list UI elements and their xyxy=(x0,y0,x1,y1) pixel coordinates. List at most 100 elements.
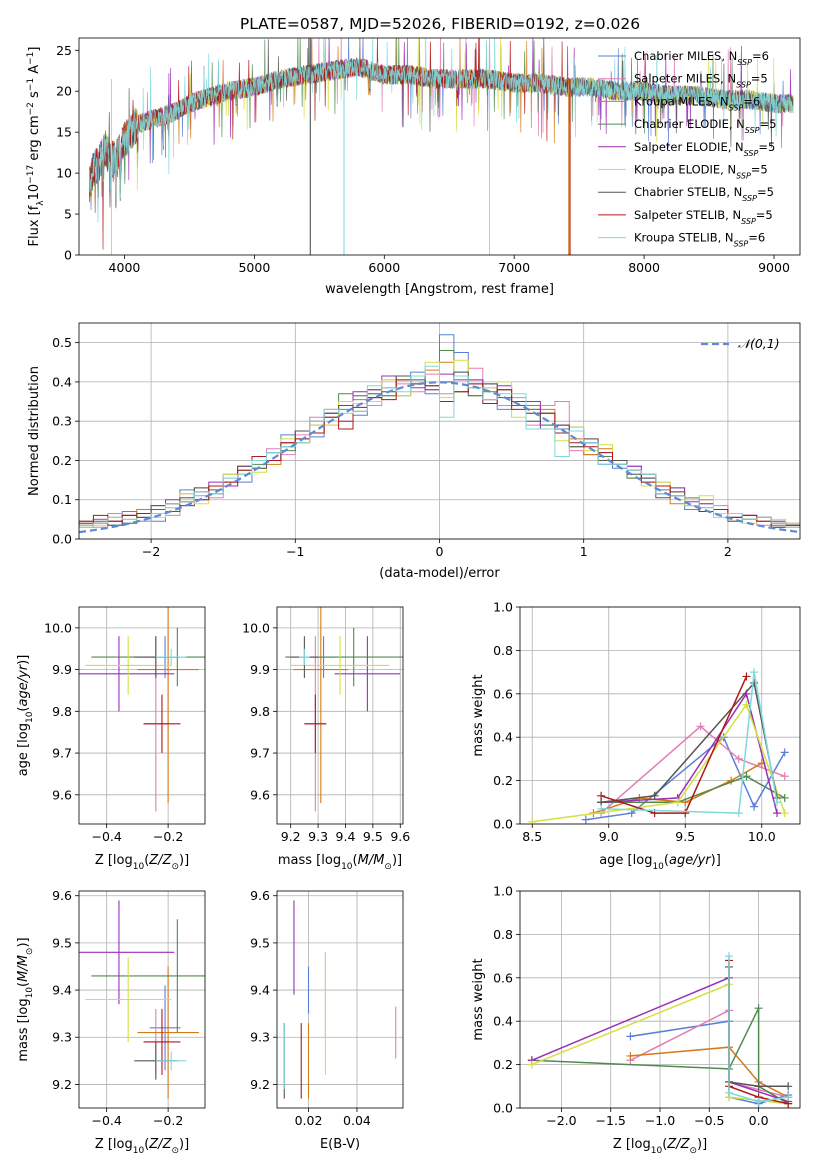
frame: 9.2 9.3 9.4 9.5 9.6 9.6 9.7 9.8 9.9 10.0 xyxy=(242,606,410,844)
weight-line-salpeter-stelib xyxy=(600,676,748,814)
plot-area xyxy=(79,334,800,539)
y-tick-label: 0.4 xyxy=(493,1014,513,1029)
x-tick-label: 1 xyxy=(580,544,588,559)
legend-label: Chabrier MILES, N xyxy=(634,49,737,63)
weight-marker xyxy=(784,1093,793,1102)
x-axis-label-part: Z [log xyxy=(613,1137,651,1152)
legend-sub: SSP xyxy=(736,171,751,180)
weight-marker xyxy=(673,798,682,807)
x-tick-label: 0.04 xyxy=(343,1113,371,1128)
x-tick-label: 9.3 xyxy=(308,829,328,844)
weight-marker xyxy=(581,815,590,824)
y-axis-label-part: age/yr xyxy=(16,663,31,706)
x-tick-label: 9.2 xyxy=(281,829,301,844)
weight-marker xyxy=(626,1051,635,1060)
y-axis-label-part: 10 xyxy=(25,987,35,999)
x-axis-label-part: mass [log xyxy=(278,853,341,868)
weight-marker xyxy=(742,672,751,681)
y-axis-label: mass [log10(M/M⊙)] xyxy=(16,937,35,1061)
legend-suffix: =6 xyxy=(743,94,760,108)
legend-entry: Kroupa MILES, NSSP=6 xyxy=(634,94,760,112)
x-tick-label: 5000 xyxy=(238,260,270,275)
y-axis-label: mass weight xyxy=(471,958,486,1040)
legend-entry: Chabrier ELODIE, NSSP=5 xyxy=(634,117,776,135)
y-tick-label: 0.2 xyxy=(493,773,513,788)
weight-marker xyxy=(742,700,751,709)
y-axis-label-part: mass weight xyxy=(471,674,486,756)
x-tick-label: 0.02 xyxy=(295,1113,323,1128)
y-axis-label-part: −1 xyxy=(26,78,36,91)
x-tick-label: 8.5 xyxy=(522,829,542,844)
x-tick-label: 9.4 xyxy=(336,829,356,844)
axes-residuals: −2 −1 0 1 2 0.0 0.1 0.2 0.3 0.4 0.5 𝒩(0,1) (data-mod… xyxy=(27,322,801,581)
y-axis-label-part: 10 xyxy=(27,184,42,201)
plot-area xyxy=(527,952,793,1108)
weight-line-kroupa-stelib xyxy=(728,956,789,1103)
x-axis-label: Z [log10(Z/Z⊙)] xyxy=(613,1137,707,1156)
axes-frame xyxy=(78,890,206,1109)
weight-marker xyxy=(750,668,759,677)
y-tick-label: 20 xyxy=(56,84,72,99)
weight-marker xyxy=(734,809,743,818)
x-tick-label: 2 xyxy=(724,544,732,559)
weight-marker xyxy=(725,952,734,961)
weight-marker xyxy=(754,1097,763,1106)
y-axis-label-part: mass weight xyxy=(471,958,486,1040)
y-tick-label: 9.7 xyxy=(250,746,270,761)
legend-entry: Salpeter ELODIE, NSSP=5 xyxy=(634,140,775,158)
plot-area xyxy=(283,900,397,1099)
legend-normal-label: 𝒩(0,1) xyxy=(738,336,780,351)
y-tick-label: 9.2 xyxy=(250,1077,270,1092)
plot-area xyxy=(79,900,205,1099)
y-tick-label: 9.2 xyxy=(52,1077,72,1092)
y-tick-label: 0.6 xyxy=(493,970,513,985)
y-axis-label-part: λ xyxy=(36,200,46,206)
axes-spectrum: 4000 5000 6000 7000 8000 9000 0 5 10 15 20 25 wavele… xyxy=(26,37,801,297)
x-axis-label-part: 10 xyxy=(651,1146,663,1156)
x-tick-label: 8000 xyxy=(628,260,660,275)
axes-frame xyxy=(78,606,206,825)
y-tick-label: 9.8 xyxy=(250,704,270,719)
normal-curve xyxy=(79,381,800,534)
x-tick-label: −1 xyxy=(286,544,304,559)
weight-marker xyxy=(626,1032,635,1041)
axes-weight_vs_age: 8.5 9.0 9.5 10.0 0.0 0.2 0.4 0.6 0.8 1.0 mass weig… xyxy=(471,600,801,872)
x-tick-label: 0.0 xyxy=(749,1113,769,1128)
legend-label: Salpeter MILES, N xyxy=(634,72,736,86)
y-axis-label-part: −2 xyxy=(26,102,36,115)
weight-marker xyxy=(597,804,606,813)
x-axis-label-part: ⊙ xyxy=(171,1146,179,1156)
plot-background xyxy=(277,891,403,1108)
x-axis-label-part: )] xyxy=(697,1137,707,1152)
weight-marker xyxy=(780,748,789,757)
x-axis-label: mass [log10(M/M⊙)] xyxy=(278,853,402,872)
weight-line-chabrier-elodie xyxy=(601,775,786,804)
x-axis-label-part: Z [log xyxy=(95,1137,133,1152)
frame: −2.0 −1.5 −1.0 −0.5 0.0 0.0 0.2 0.4 0.6 0.8 1.0 xyxy=(493,884,801,1128)
legend-sub: SSP xyxy=(737,58,752,67)
x-tick-label: −0.4 xyxy=(91,1113,121,1128)
y-tick-label: 0.0 xyxy=(493,1101,513,1116)
axes-age_vs_Z: −0.4 −0.29.69.79.89.910.0Z [log10(Z/Z⊙)]a… xyxy=(16,606,206,872)
x-axis-label-part: E(B-V) xyxy=(320,1137,360,1152)
weight-line-kroupa-stelib xyxy=(601,671,778,814)
y-tick-label: 9.5 xyxy=(250,935,270,950)
weight-marker xyxy=(650,791,659,800)
x-axis-label-part: wavelength [Angstrom, rest frame] xyxy=(325,282,554,297)
legend-suffix: =5 xyxy=(751,163,768,177)
y-tick-label: 0 xyxy=(64,248,72,263)
x-tick-label: −1.0 xyxy=(645,1113,675,1128)
x-axis-label-part: 10 xyxy=(652,862,664,872)
y-axis-label-part: erg cm xyxy=(27,115,42,164)
weight-marker xyxy=(780,793,789,802)
axes-frame xyxy=(276,890,404,1109)
grid xyxy=(277,607,403,824)
y-tick-label: 9.3 xyxy=(250,1030,270,1045)
axes-frame xyxy=(78,322,801,540)
chart-title: PLATE=0587, MJD=52026, FIBERID=0192, z=0… xyxy=(240,15,640,33)
x-axis-label-part: M/M xyxy=(358,853,385,868)
y-axis-label-part: ⊙ xyxy=(25,948,35,956)
y-axis-label: Normed distribution xyxy=(27,366,42,496)
legend-label: Kroupa ELODIE, N xyxy=(634,163,736,177)
y-tick-label: 9.3 xyxy=(52,1030,72,1045)
